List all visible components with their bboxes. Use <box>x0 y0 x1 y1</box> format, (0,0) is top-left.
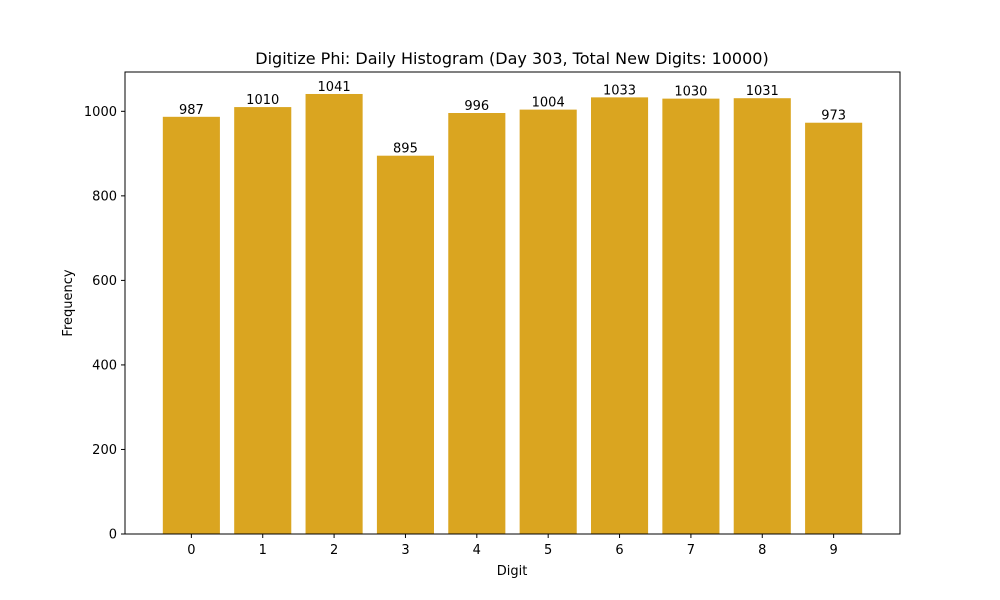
x-tick-label: 0 <box>187 543 195 558</box>
x-tick-label: 9 <box>829 543 837 558</box>
y-tick-label: 600 <box>92 274 117 289</box>
data-label-digit-7: 1030 <box>674 85 707 100</box>
bar-digit-5 <box>519 109 577 535</box>
chart-title: Digitize Phi: Daily Histogram (Day 303, … <box>255 49 768 68</box>
data-label-digit-2: 1041 <box>318 80 351 95</box>
y-tick-label: 400 <box>92 358 117 373</box>
bar-digit-2 <box>305 93 363 534</box>
data-label-digit-0: 987 <box>179 103 204 118</box>
y-tick-label: 1000 <box>84 105 117 120</box>
bar-digit-7 <box>662 98 720 534</box>
x-tick-label: 4 <box>473 543 481 558</box>
data-label-digit-5: 1004 <box>532 96 565 111</box>
bar-digit-1 <box>234 107 292 534</box>
bar-digit-9 <box>805 122 863 534</box>
bar-digit-0 <box>162 116 220 534</box>
data-label-digit-6: 1033 <box>603 83 636 98</box>
x-axis: 0 1 2 3 4 5 6 7 8 9 <box>187 534 838 558</box>
bar-digit-4 <box>448 113 506 534</box>
y-axis-label: Frequency <box>61 269 76 336</box>
data-label-digit-9: 973 <box>821 109 846 124</box>
data-label-digit-8: 1031 <box>746 84 779 99</box>
bar-digit-3 <box>376 155 434 534</box>
y-tick-label: 0 <box>109 528 117 543</box>
x-axis-label: Digit <box>497 564 528 579</box>
bars-group <box>162 93 863 535</box>
plot-frame <box>124 71 901 535</box>
x-tick-label: 1 <box>259 543 267 558</box>
x-tick-label: 2 <box>330 543 338 558</box>
bar-digit-6 <box>591 97 649 535</box>
data-label-digit-4: 996 <box>464 99 489 114</box>
x-tick-label: 7 <box>687 543 695 558</box>
data-label-digit-3: 895 <box>393 142 418 157</box>
data-label-digit-1: 1010 <box>246 93 279 108</box>
x-tick-label: 8 <box>758 543 766 558</box>
data-labels-group: 987 1010 1041 895 996 1004 1033 1030 1031 973 <box>179 80 846 157</box>
y-axis: 0 200 400 600 800 1000 <box>84 105 125 543</box>
x-tick-label: 3 <box>401 543 409 558</box>
y-tick-label: 800 <box>92 189 117 204</box>
bar-digit-8 <box>733 98 791 535</box>
y-tick-label: 200 <box>92 443 117 458</box>
x-tick-label: 5 <box>544 543 552 558</box>
x-tick-label: 6 <box>615 543 623 558</box>
